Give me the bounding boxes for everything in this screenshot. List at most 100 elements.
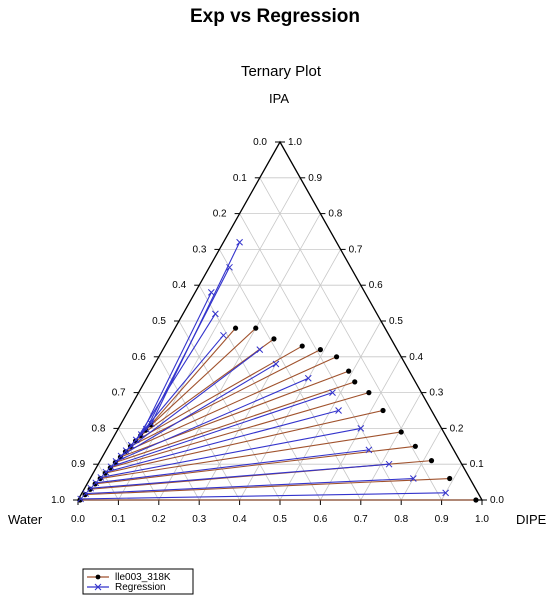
series-2-point-12-organic <box>212 310 219 318</box>
series-2-point-15-organic <box>236 238 243 246</box>
tick-label-left-10: 1.0 <box>51 495 65 506</box>
series-2-point-11-organic <box>220 331 227 339</box>
series-2-point-12-aqueous <box>132 436 140 444</box>
series-2-point-6-organic <box>335 407 342 414</box>
series-2-tieline-4 <box>95 449 369 484</box>
grid-line-water-5 <box>178 320 281 501</box>
tick-label-right-6: 0.6 <box>369 280 383 291</box>
series-2-tieline-8 <box>115 377 309 462</box>
grid-line-water-7 <box>138 392 200 501</box>
series-2-point-13-organic <box>207 289 215 296</box>
series-2-tieline-1 <box>80 492 446 500</box>
tick-label-bottom-9: 0.9 <box>435 514 449 525</box>
vertex-label-left: Water <box>8 512 43 527</box>
series-1-point-5-organic <box>398 429 404 435</box>
vertex-label-top: IPA <box>269 91 289 106</box>
series-2-point-7-aqueous <box>107 463 115 471</box>
series-2-tieline-11 <box>130 334 224 446</box>
series-2-tieline-5 <box>100 427 361 478</box>
tick-label-left-4: 0.4 <box>172 280 186 291</box>
series-2-point-1-organic <box>442 489 449 497</box>
grid-line-dipe-8 <box>400 428 442 501</box>
series-2-point-2-organic <box>409 475 417 482</box>
series-2-tieline-2 <box>85 477 414 495</box>
series-1-point-8-organic <box>352 379 358 385</box>
tick-label-left-5: 0.5 <box>152 316 166 327</box>
grid-line-dipe-3 <box>198 249 341 501</box>
series-2-point-11-aqueous <box>127 441 135 449</box>
series-2-point-8-aqueous <box>112 457 120 465</box>
series-1-point-2-organic <box>447 475 453 482</box>
series-1-point-3-organic <box>428 458 435 464</box>
tick-label-right-10: 1.0 <box>288 137 302 148</box>
tick-label-bottom-7: 0.7 <box>354 514 368 525</box>
legend-label-series-1: lle003_318K <box>115 572 171 583</box>
tick-label-right-5: 0.5 <box>389 316 403 327</box>
tick-label-right-8: 0.8 <box>328 209 342 220</box>
legend-box <box>82 568 194 595</box>
series-2-point-5-organic <box>357 425 365 432</box>
tick-label-right-2: 0.2 <box>450 423 464 434</box>
tick-label-bottom-2: 0.2 <box>152 514 166 525</box>
legend-label-series-2: Regression <box>115 582 166 593</box>
series-2-point-5-aqueous <box>97 474 105 481</box>
series-layer <box>77 238 479 503</box>
grid-line-water-8 <box>118 428 160 501</box>
series-2-point-9-aqueous <box>117 452 125 460</box>
series-1-point-6-organic <box>380 407 386 414</box>
series-1-tieline-13 <box>140 338 275 437</box>
grid <box>97 177 463 501</box>
tick-label-left-3: 0.3 <box>192 244 206 255</box>
series-2-tieline-7 <box>110 392 333 468</box>
series-2-point-3-aqueous <box>87 484 95 492</box>
series-2-point-13-aqueous <box>137 431 145 438</box>
tick-label-bottom-10: 1.0 <box>475 514 489 525</box>
tick-label-bottom-1: 0.1 <box>111 514 125 525</box>
series-2-tieline-6 <box>105 409 339 473</box>
series-1-tieline-2 <box>85 477 450 496</box>
tick-label-right-4: 0.4 <box>409 352 423 363</box>
grid-line-dipe-5 <box>279 320 382 501</box>
tick-label-left-9: 0.9 <box>71 459 85 470</box>
tick-label-left-8: 0.8 <box>91 423 105 434</box>
series-1-point-7-organic <box>366 390 372 396</box>
tick-label-bottom-8: 0.8 <box>394 514 408 525</box>
series-1 <box>77 325 479 503</box>
tick-label-left-7: 0.7 <box>112 388 126 399</box>
chart-title: Exp vs Regression <box>190 6 360 27</box>
tick-label-bottom-6: 0.6 <box>313 514 327 525</box>
series-1-tieline-8 <box>115 381 355 463</box>
chart-subtitle: Ternary Plot <box>241 63 322 80</box>
tick-label-left-1: 0.1 <box>233 173 247 184</box>
series-1-tieline-14 <box>145 327 257 431</box>
series-1-point-14-organic <box>253 325 259 331</box>
series-2-tieline-9 <box>120 363 277 457</box>
series-2-point-6-aqueous <box>102 468 110 476</box>
series-2-point-8-organic <box>304 374 312 382</box>
series-2-point-4-aqueous <box>92 479 100 487</box>
series-2-point-10-aqueous <box>122 447 130 454</box>
tick-label-bottom-5: 0.5 <box>273 514 287 525</box>
series-1-tieline-4 <box>95 445 416 485</box>
series-1-point-9-organic <box>346 368 352 374</box>
series-2 <box>77 238 449 503</box>
axis-ticks: 0.0 0.0 0.0 0.1 0.1 0.1 0.2 0.2 0.2 0.3 0.3 0.3 0.4 0… <box>51 137 504 525</box>
series-1-point-12-organic <box>299 343 305 349</box>
tick-label-bottom-4: 0.4 <box>233 514 247 525</box>
legend-marker-series-1 <box>95 574 101 580</box>
series-2-tieline-10 <box>125 349 261 452</box>
series-2-point-4-organic <box>365 446 373 454</box>
series-1-tieline-15 <box>150 327 236 426</box>
legend-marker-series-2 <box>94 583 102 591</box>
grid-line-water-3 <box>219 249 362 501</box>
series-1-tieline-6 <box>105 409 384 474</box>
series-1-point-13-organic <box>271 336 277 342</box>
legend: lle003_318K Regression <box>82 568 194 595</box>
tick-label-left-6: 0.6 <box>132 352 146 363</box>
series-1-point-10-organic <box>333 354 340 360</box>
series-2-point-15-aqueous <box>147 420 155 428</box>
series-1-tieline-10 <box>125 356 337 453</box>
grid-line-dipe-9 <box>441 464 463 501</box>
series-1-point-1-organic <box>473 497 479 503</box>
